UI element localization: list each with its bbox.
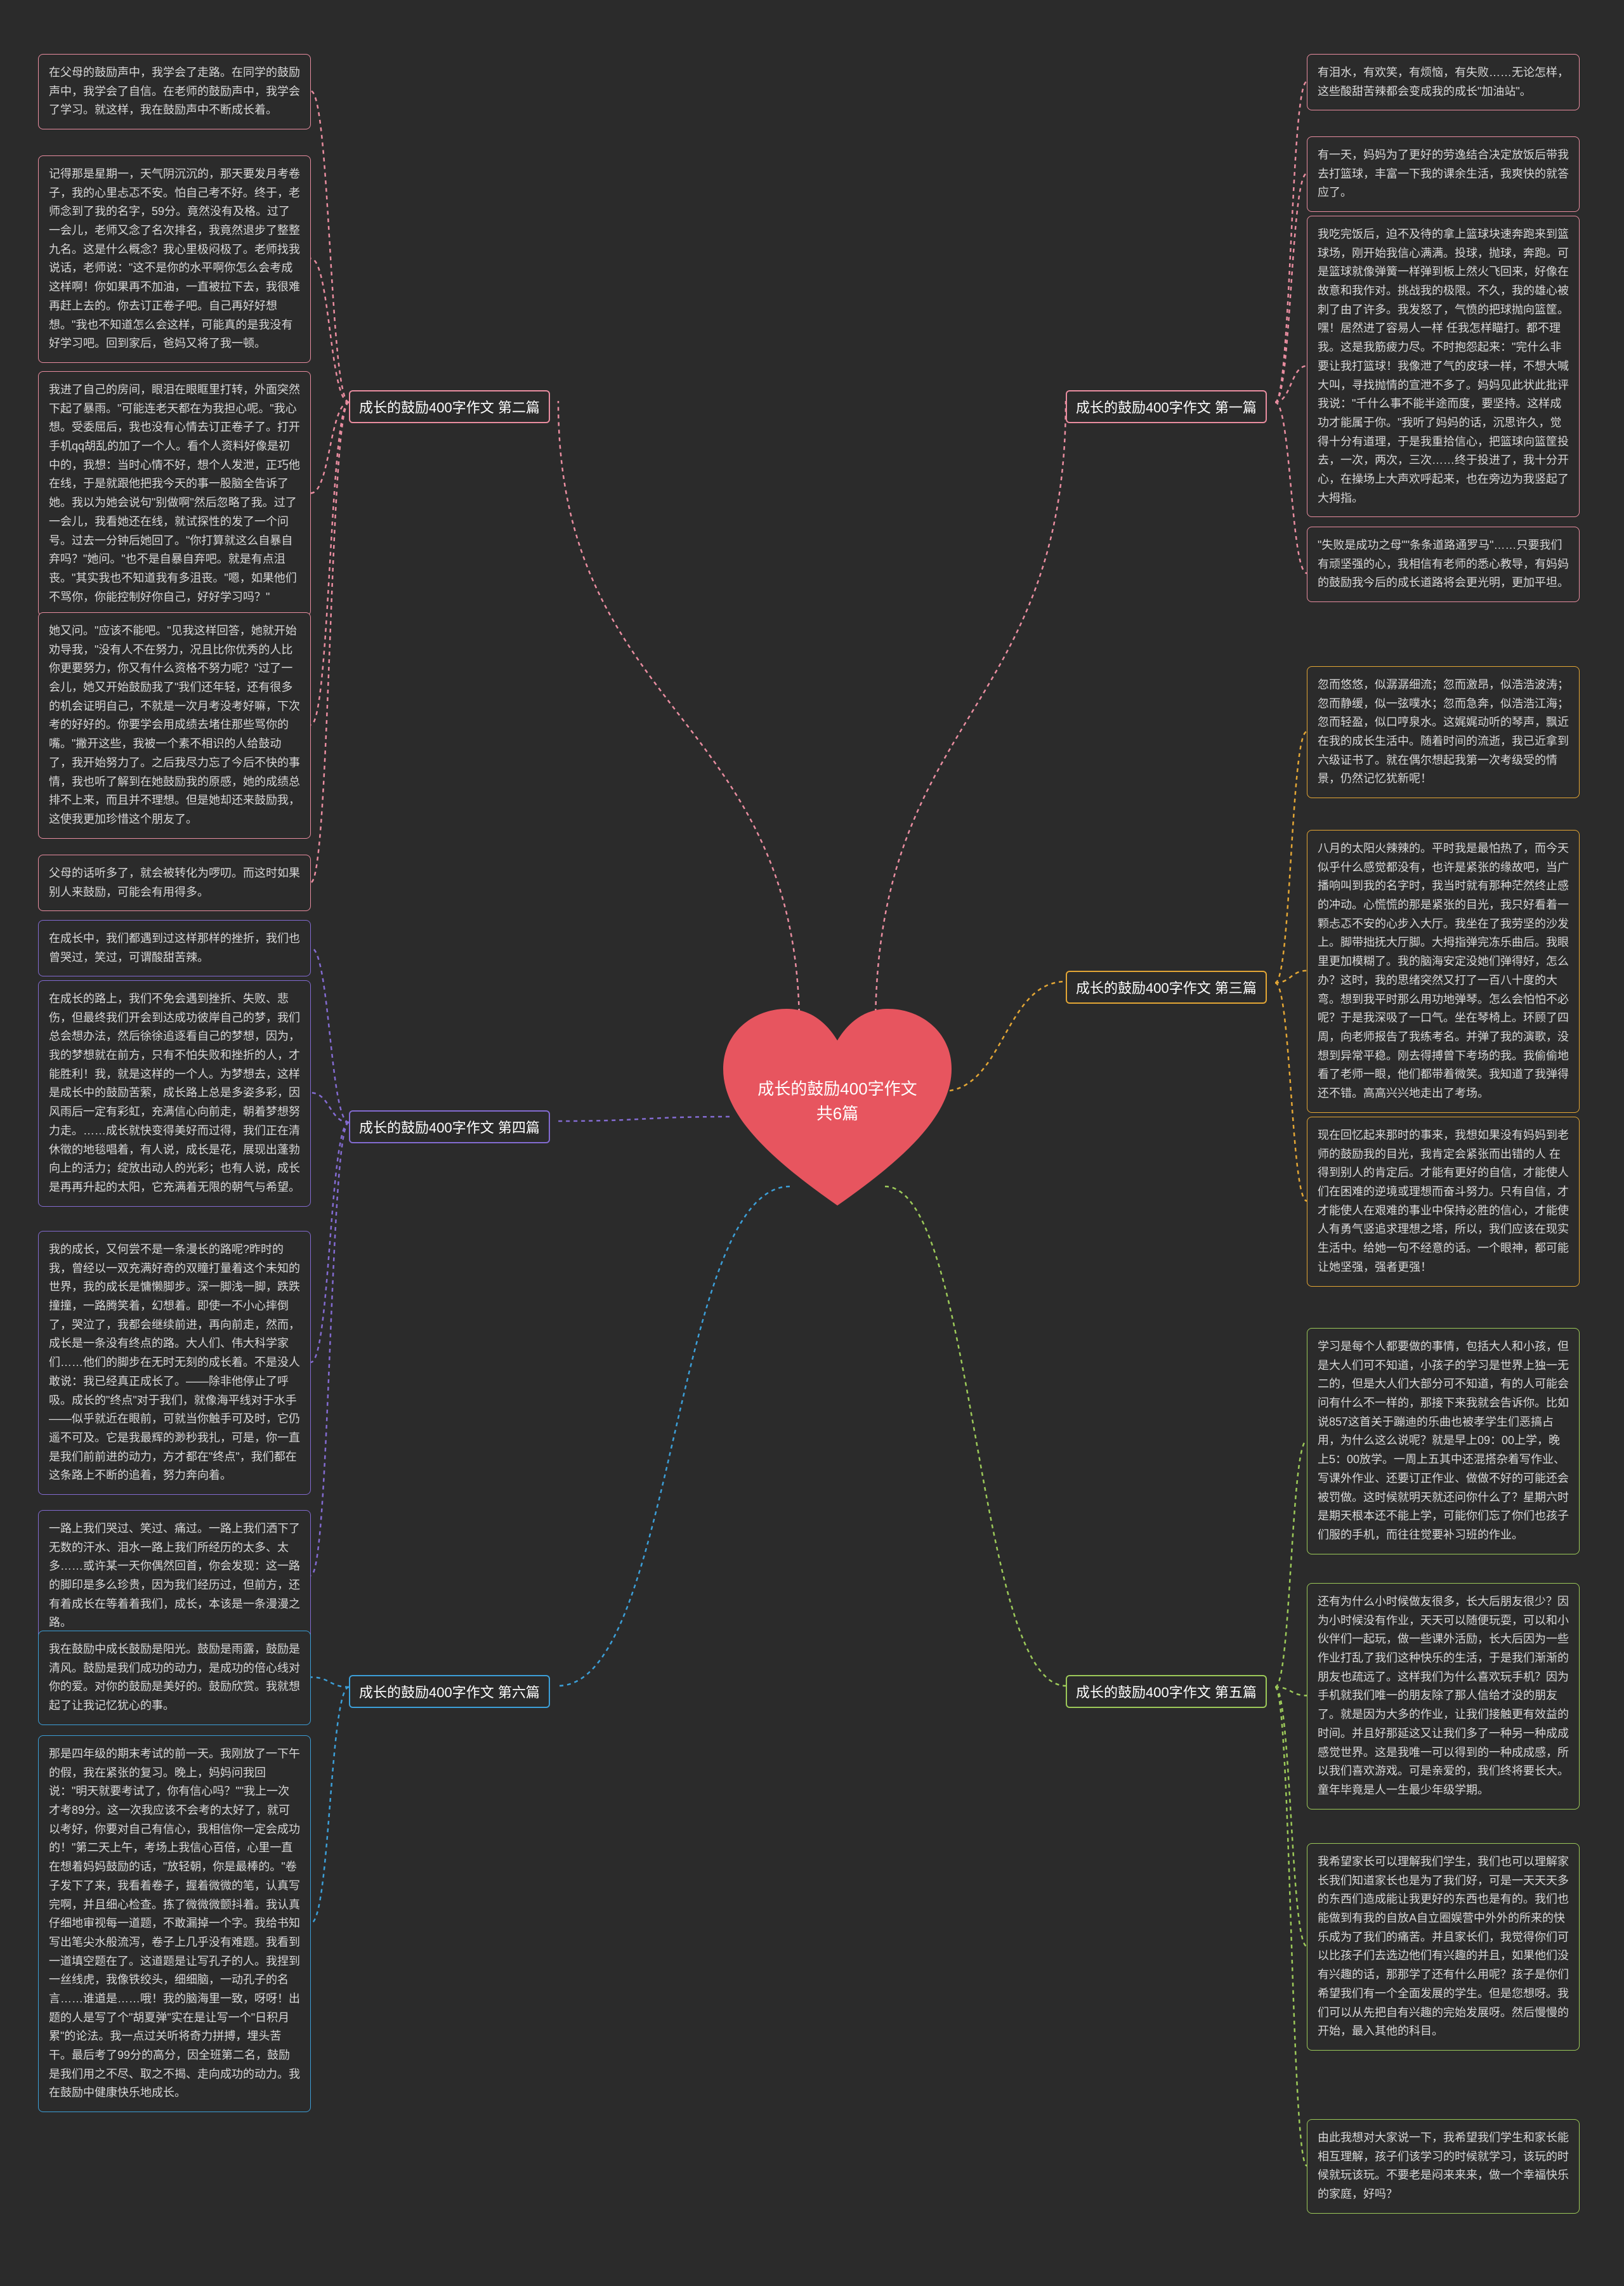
note-box: 在父母的鼓励声中，我学会了走路。在同学的鼓励声中，我学会了自信。在老师的鼓励声中… [38,54,311,129]
note-box: 八月的太阳火辣辣的。平时我是最怕热了，而今天似乎什么感觉都没有，也许是紧张的缘故… [1307,830,1580,1113]
note-box: 由此我想对大家说一下，我希望我们学生和家长能相互理解，孩子们该学习的时候就学习，… [1307,2119,1580,2214]
note-box: "失败是成功之母""条条道路通罗马"……只要我们有顽坚强的心，我相信有老师的悉心… [1307,527,1580,602]
note-box: 她又问。"应该不能吧。"见我这样回答，她就开始劝导我，"没有人不在努力，况且比你… [38,612,311,839]
note-box: 我在鼓励中成长鼓励是阳光。鼓励是雨露，鼓励是清风。鼓励是我们成功的动力，是成功的… [38,1631,311,1725]
note-box: 我的成长，又何尝不是一条漫长的路呢?昨时的我，曾经以一双充满好奇的双瞳打量着这个… [38,1231,311,1495]
topic-node[interactable]: 成长的鼓励400字作文 第六篇 [349,1675,550,1708]
note-box: 忽而悠悠，似潺潺细流；忽而激昂，似浩浩波涛；忽而静缓，似一弦噗水；忽而急奔，似浩… [1307,666,1580,798]
note-box: 我吃完饭后，迫不及待的拿上篮球块速奔跑来到篮球场，刚开始我信心满满。投球，抛球，… [1307,216,1580,517]
note-box: 那是四年级的期末考试的前一天。我刚放了一下午的假，我在紧张的复习。晚上，妈妈问我… [38,1735,311,2112]
note-box: 有泪水，有欢笑，有烦恼，有失败……无论怎样，这些酸甜苦辣都会变成我的成长"加油站… [1307,54,1580,110]
note-box: 我进了自己的房间，眼泪在眼眶里打转，外面突然下起了暴雨。"可能连老天都在为我担心… [38,371,311,616]
note-box: 一路上我们哭过、笑过、痛过。一路上我们洒下了无数的汗水、泪水一路上我们所经历的太… [38,1510,311,1642]
note-box: 学习是每个人都要做的事情，包括大人和小孩，但是大人们可不知道，小孩子的学习是世界… [1307,1328,1580,1554]
note-box: 在成长的路上，我们不免会遇到挫折、失败、悲伤，但最终我们开会到达成功彼岸自己的梦… [38,980,311,1207]
note-box: 我希望家长可以理解我们学生，我们也可以理解家长我们知道家长也是为了我们好，可是一… [1307,1843,1580,2051]
center-node: 成长的鼓励400字作文共6篇 [717,1002,958,1218]
note-box: 有一天，妈妈为了更好的劳逸结合决定放饭后带我去打篮球，丰富一下我的课余生活，我爽… [1307,136,1580,212]
topic-node[interactable]: 成长的鼓励400字作文 第五篇 [1066,1675,1267,1708]
topic-node[interactable]: 成长的鼓励400字作文 第三篇 [1066,971,1267,1004]
note-box: 父母的话听多了，就会被转化为啰叨。而这时如果别人来鼓励，可能会有用得多。 [38,855,311,911]
note-box: 记得那是星期一，天气阴沉沉的，那天要发月考卷子，我的心里忐忑不安。怕自己考不好。… [38,155,311,363]
note-box: 还有为什么小时候做友很多，长大后朋友很少？因为小时候没有作业，天天可以随便玩耍，… [1307,1583,1580,1810]
center-title: 成长的鼓励400字作文共6篇 [755,1077,920,1126]
note-box: 现在回忆起来那时的事来，我想如果没有妈妈到老师的鼓励我的目光，我肯定会紧张而出错… [1307,1117,1580,1287]
topic-node[interactable]: 成长的鼓励400字作文 第一篇 [1066,390,1267,423]
topic-node[interactable]: 成长的鼓励400字作文 第二篇 [349,390,550,423]
note-box: 在成长中，我们都遇到过这样那样的挫折，我们也曾哭过，笑过，可谓酸甜苦辣。 [38,920,311,976]
topic-node[interactable]: 成长的鼓励400字作文 第四篇 [349,1110,550,1143]
